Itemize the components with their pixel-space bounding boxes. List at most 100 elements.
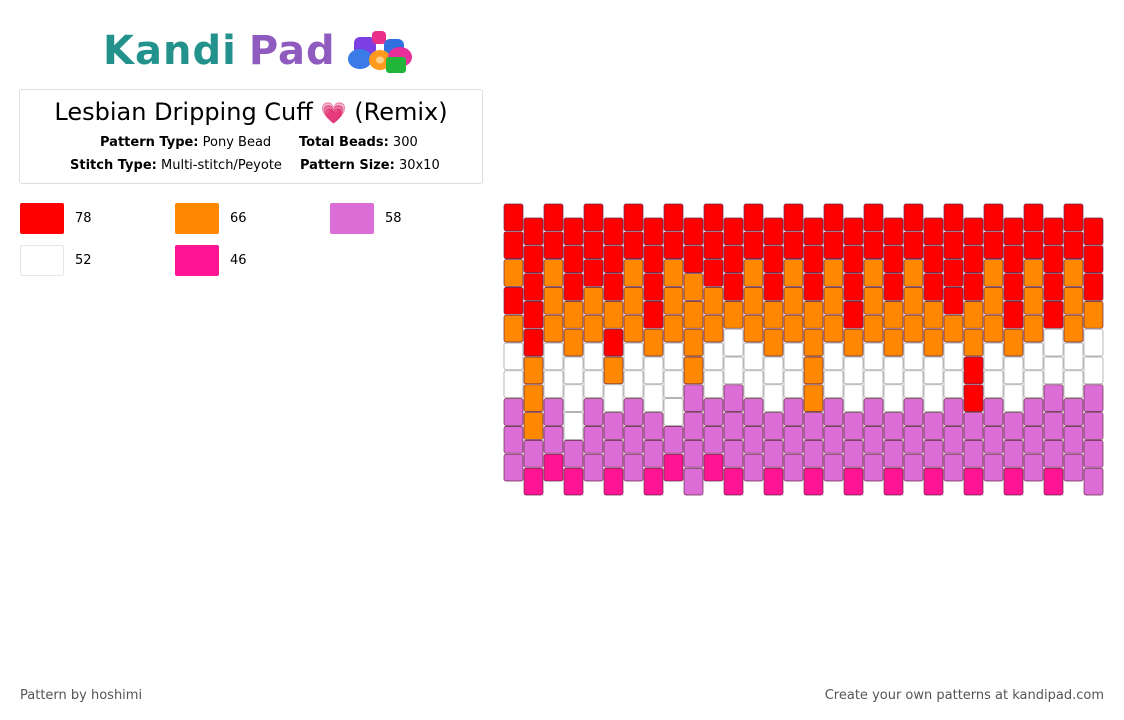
bead	[1083, 412, 1104, 440]
bead	[543, 203, 564, 232]
bead	[903, 314, 924, 343]
bead	[683, 467, 704, 496]
bead	[723, 412, 744, 440]
bead	[803, 217, 824, 246]
bead	[923, 412, 944, 440]
bead	[1043, 467, 1064, 496]
bead	[543, 314, 564, 343]
bead	[863, 398, 884, 426]
bead	[583, 453, 604, 482]
pattern-type: Pattern Type: Pony Bead	[100, 134, 271, 152]
bead	[903, 259, 924, 287]
bead	[623, 287, 644, 315]
legend-count-white: 52	[75, 253, 92, 268]
bead	[943, 342, 964, 371]
bead	[923, 273, 944, 301]
bead	[543, 426, 564, 454]
pattern-size-label: Pattern Size:	[300, 158, 395, 173]
bead	[723, 356, 744, 385]
bead	[963, 384, 984, 412]
bead	[503, 231, 524, 259]
bead	[723, 384, 744, 412]
bead	[503, 342, 524, 371]
bead	[623, 398, 644, 426]
bead	[783, 314, 804, 343]
footer-credit: Pattern by hoshimi	[20, 688, 143, 703]
bead	[763, 301, 784, 329]
bead	[743, 259, 764, 287]
bead	[783, 259, 804, 287]
bead	[703, 426, 724, 454]
bead	[663, 231, 684, 259]
bead	[743, 231, 764, 259]
bead	[703, 370, 724, 398]
bead	[903, 398, 924, 426]
bead	[643, 301, 664, 329]
bead	[543, 259, 564, 287]
bead	[1083, 356, 1104, 385]
bead	[643, 440, 664, 468]
bead	[543, 398, 564, 426]
stitch-type-value: Multi-stitch/Peyote	[161, 158, 282, 173]
bead	[523, 384, 544, 412]
bead	[1043, 217, 1064, 246]
bead	[843, 384, 864, 412]
bead	[803, 467, 824, 496]
bead	[963, 412, 984, 440]
bead	[1043, 328, 1064, 357]
bead	[563, 356, 584, 385]
stitch-type-label: Stitch Type:	[70, 158, 157, 173]
bead	[1023, 314, 1044, 343]
kandipad-logo[interactable]: Kandi Pad	[103, 26, 418, 76]
bead	[683, 273, 704, 301]
bead	[583, 231, 604, 259]
bead	[603, 384, 624, 412]
bead	[563, 217, 584, 246]
pattern-info-card: Lesbian Dripping Cuff 💗 (Remix) Pattern …	[19, 89, 483, 184]
bead	[1003, 440, 1024, 468]
bead	[623, 314, 644, 343]
bead	[583, 259, 604, 287]
bead	[1083, 245, 1104, 273]
bead	[1023, 426, 1044, 454]
bead	[903, 370, 924, 398]
bead	[1023, 259, 1044, 287]
bead	[1063, 231, 1084, 259]
footer-promo[interactable]: Create your own patterns at kandipad.com	[824, 688, 1104, 703]
bead	[663, 203, 684, 232]
bead	[763, 412, 784, 440]
bead	[663, 259, 684, 287]
bead	[1003, 301, 1024, 329]
bead	[1043, 273, 1064, 301]
logo-text-kandi: Kandi	[103, 28, 237, 74]
bead	[963, 328, 984, 357]
bead	[1023, 342, 1044, 371]
bead	[643, 328, 664, 357]
bead	[803, 301, 824, 329]
bead	[783, 453, 804, 482]
bead	[1063, 453, 1084, 482]
bead	[583, 426, 604, 454]
bead	[1003, 217, 1024, 246]
bead	[923, 467, 944, 496]
bead	[763, 356, 784, 385]
bead	[923, 301, 944, 329]
bead	[923, 356, 944, 385]
beads-icon	[347, 31, 412, 73]
bead	[963, 440, 984, 468]
bead	[763, 217, 784, 246]
bead	[883, 440, 904, 468]
bead	[603, 328, 624, 357]
bead	[783, 370, 804, 398]
bead	[943, 259, 964, 287]
bead	[1003, 356, 1024, 385]
bead	[863, 342, 884, 371]
bead	[903, 287, 924, 315]
bead	[943, 426, 964, 454]
bead	[863, 203, 884, 232]
bead	[703, 231, 724, 259]
legend-count-pink: 46	[230, 253, 247, 268]
bead	[963, 245, 984, 273]
bead	[1043, 356, 1064, 385]
